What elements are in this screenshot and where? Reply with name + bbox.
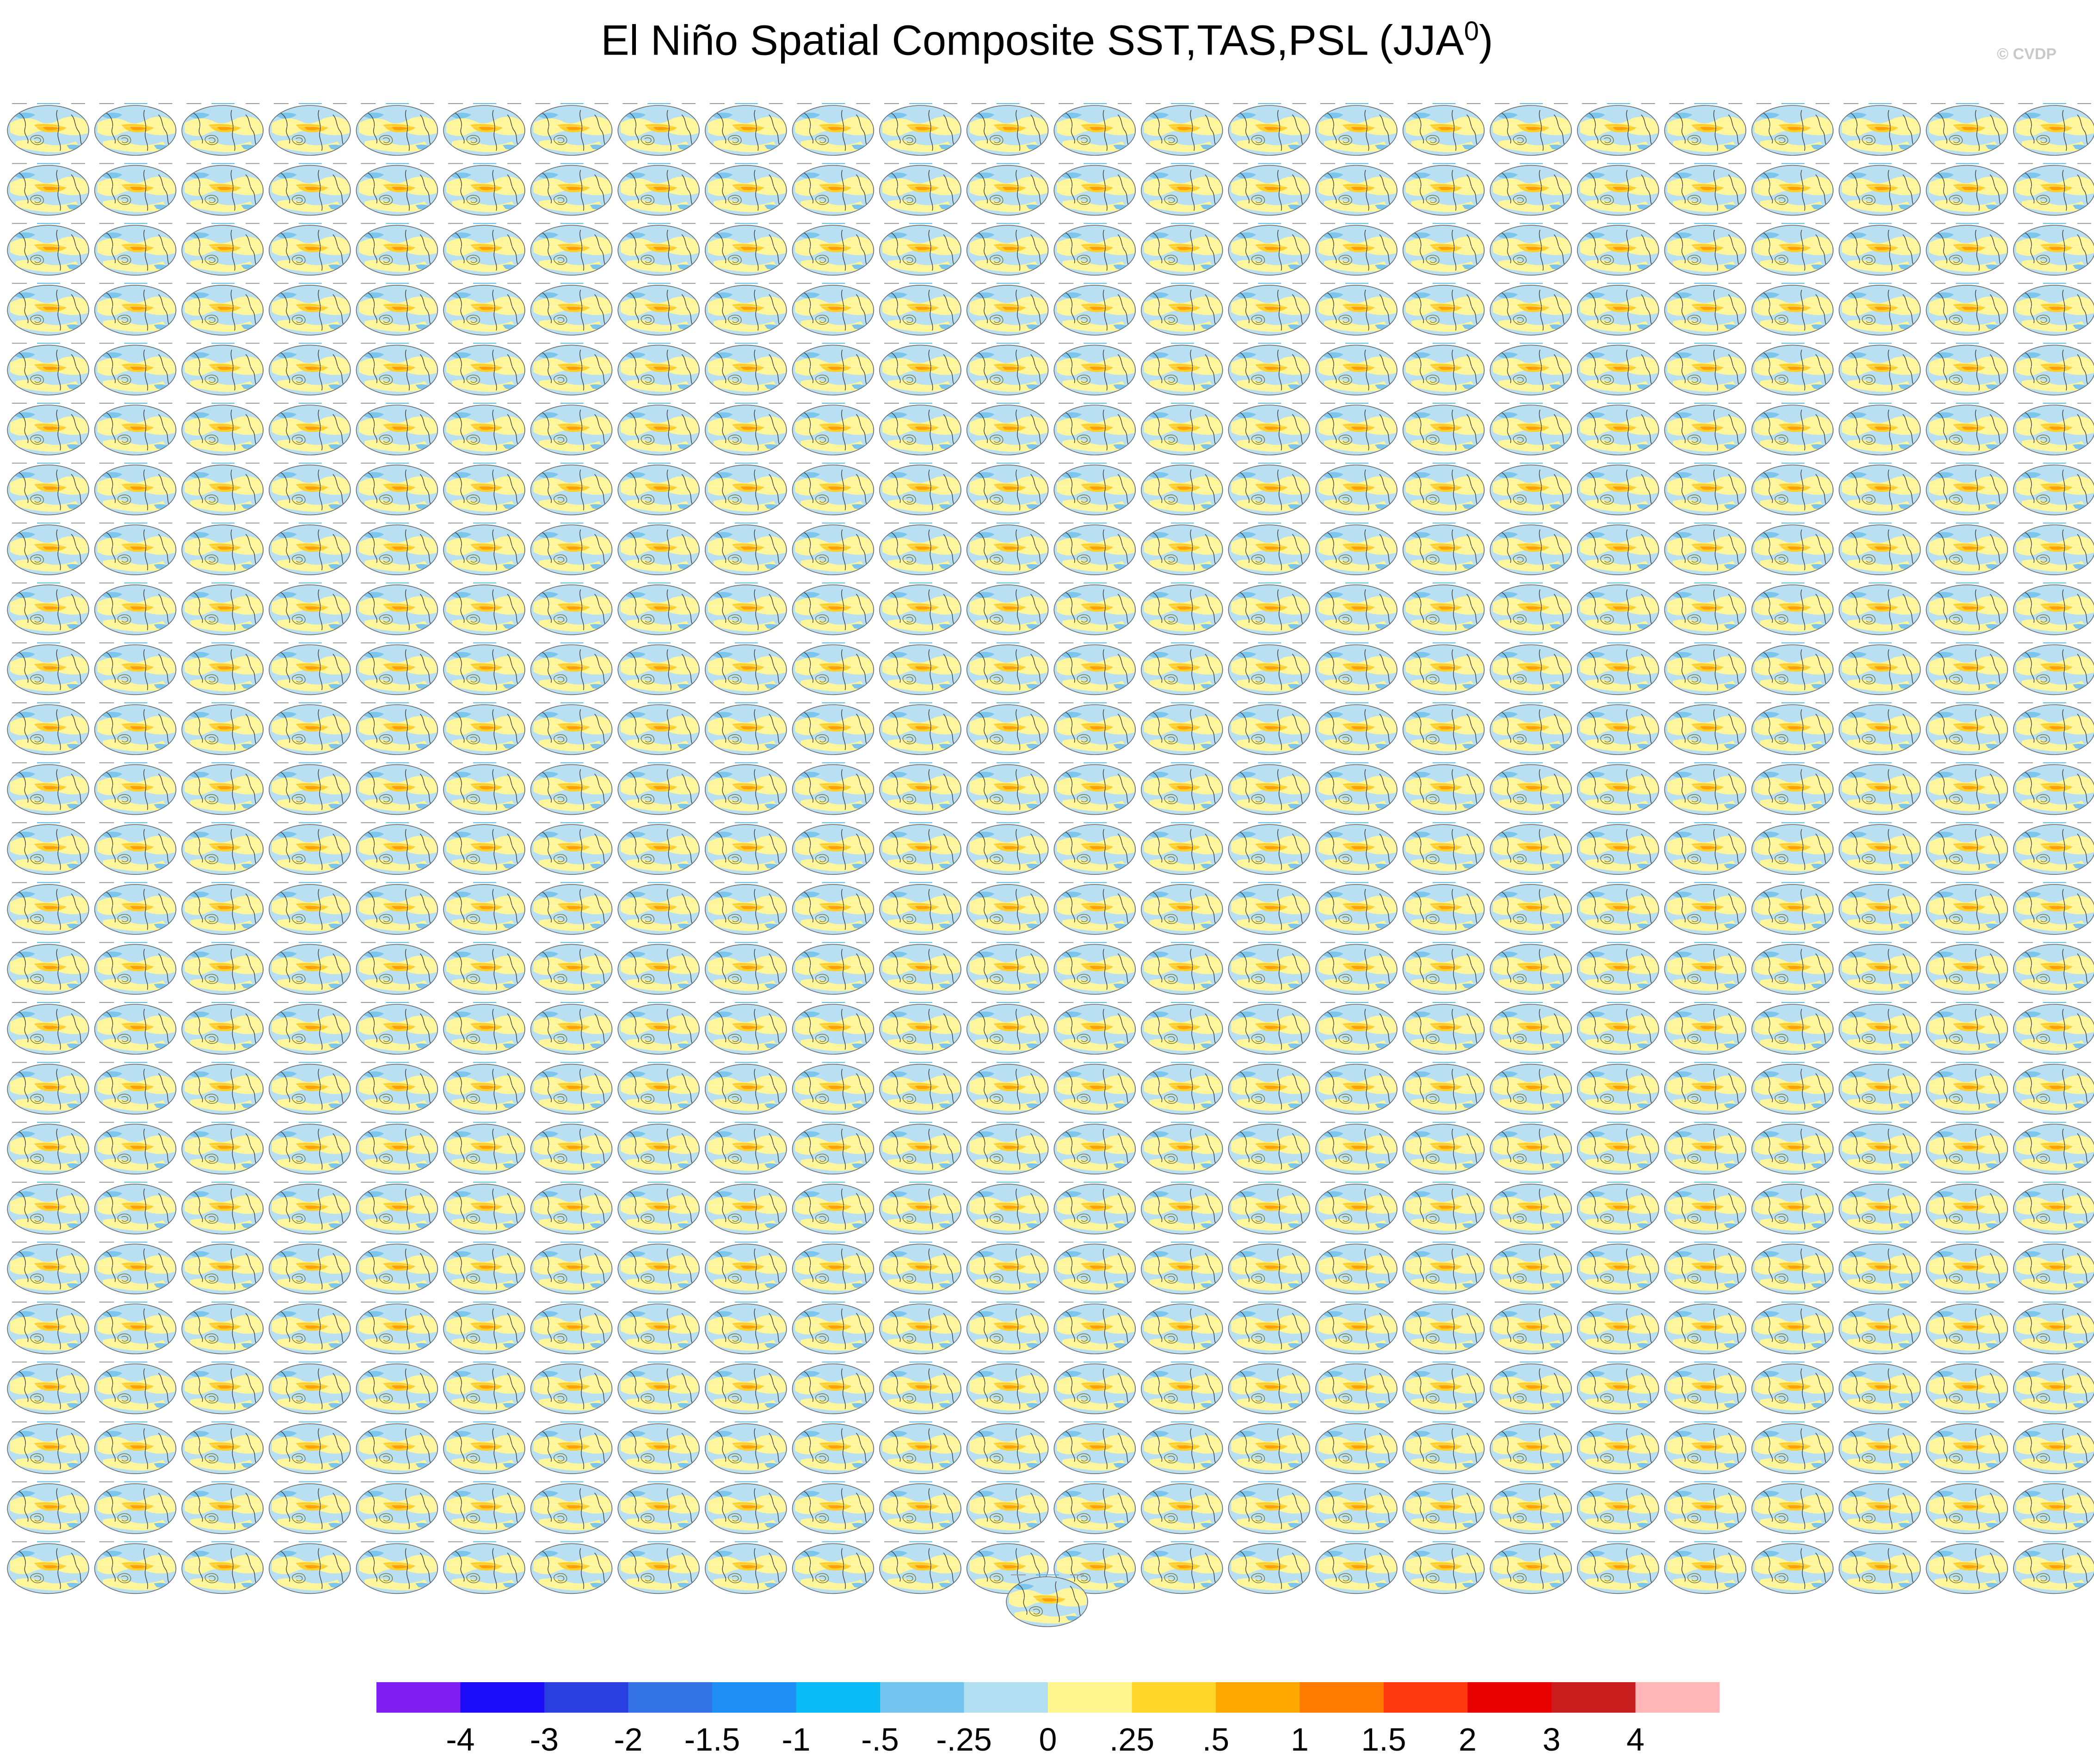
colorbar-swatch-4 (628, 1682, 713, 1713)
colorbar-swatch-15 (1552, 1682, 1636, 1713)
colorbar-tick-label: 1 (1291, 1721, 1309, 1758)
colorbar-swatch-16 (1635, 1682, 1720, 1713)
colorbar-tick-label: -3 (530, 1721, 559, 1758)
colorbar-swatch-3 (544, 1682, 629, 1713)
title-text: El Niño Spatial Composite SST,TAS,PSL (J… (601, 17, 1464, 64)
colorbar-swatch-6 (796, 1682, 881, 1713)
colorbar-tick-label: -1.5 (684, 1721, 740, 1758)
colorbar-tick-label: 4 (1626, 1721, 1644, 1758)
colorbar-swatch-1 (376, 1682, 461, 1713)
figure-title: El Niño Spatial Composite SST,TAS,PSL (J… (0, 16, 2094, 65)
colorbar-tick-label: 2 (1459, 1721, 1477, 1758)
colorbar-tick-label: -.5 (861, 1721, 899, 1758)
colorbar-swatch-5 (712, 1682, 797, 1713)
title-close: ) (1478, 17, 1493, 64)
colorbar-swatch-7 (880, 1682, 965, 1713)
colorbar-tick-label: .25 (1109, 1721, 1154, 1758)
colorbar-swatch-13 (1384, 1682, 1468, 1713)
colorbar-tick-label: -1 (782, 1721, 810, 1758)
colorbar-swatch-14 (1467, 1682, 1552, 1713)
colorbar-tick-label: -2 (614, 1721, 642, 1758)
colorbar-swatch-9 (1048, 1682, 1133, 1713)
colorbar-tick-label: 0 (1039, 1721, 1057, 1758)
colorbar-swatches (376, 1682, 1720, 1713)
colorbar-tick-label: .5 (1202, 1721, 1229, 1758)
cvdp-credit: © CVDP (1997, 45, 2057, 63)
colorbar-swatch-12 (1300, 1682, 1384, 1713)
colorbar-tick-label: 3 (1543, 1721, 1561, 1758)
colorbar-swatch-10 (1132, 1682, 1216, 1713)
colorbar-tick-label: 1.5 (1361, 1721, 1406, 1758)
colorbar-tick-label: -.25 (936, 1721, 992, 1758)
colorbar-swatch-11 (1216, 1682, 1300, 1713)
title-superscript: 0 (1464, 16, 1479, 46)
colorbar-swatch-2 (460, 1682, 545, 1713)
colorbar-labels: -4 -3 -2 -1.5 -1 -.5 -.25 0 .25 .5 1 1.5 2 3 4 (446, 1721, 1644, 1758)
colorbar-swatch-8 (964, 1682, 1048, 1713)
colorbar-tick-label: -4 (446, 1721, 474, 1758)
